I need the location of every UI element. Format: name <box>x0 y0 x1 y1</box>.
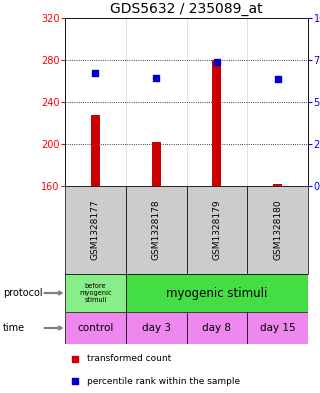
Title: GDS5632 / 235089_at: GDS5632 / 235089_at <box>110 2 263 16</box>
Bar <box>152 142 161 186</box>
Point <box>72 378 77 385</box>
Text: before
myogenic
stimuli: before myogenic stimuli <box>79 283 112 303</box>
Bar <box>65 274 126 312</box>
Text: day 8: day 8 <box>202 323 231 333</box>
Point <box>93 70 98 76</box>
Text: GSM1328179: GSM1328179 <box>212 200 221 260</box>
Text: GSM1328178: GSM1328178 <box>152 200 161 260</box>
Bar <box>65 312 126 344</box>
Bar <box>187 312 247 344</box>
Text: protocol: protocol <box>3 288 43 298</box>
Bar <box>126 186 187 274</box>
Bar <box>247 186 308 274</box>
Text: GSM1328177: GSM1328177 <box>91 200 100 260</box>
Text: transformed count: transformed count <box>87 354 171 363</box>
Text: GSM1328180: GSM1328180 <box>273 200 282 260</box>
Bar <box>91 115 100 186</box>
Text: day 15: day 15 <box>260 323 295 333</box>
Text: control: control <box>77 323 114 333</box>
Text: percentile rank within the sample: percentile rank within the sample <box>87 377 240 386</box>
Bar <box>212 60 221 186</box>
Bar <box>126 312 187 344</box>
Text: time: time <box>3 323 25 333</box>
Text: myogenic stimuli: myogenic stimuli <box>166 286 268 299</box>
Point <box>154 75 159 81</box>
Point <box>275 76 280 82</box>
Point <box>214 59 220 65</box>
Text: day 3: day 3 <box>142 323 171 333</box>
Bar <box>247 312 308 344</box>
Bar <box>273 184 282 186</box>
Bar <box>65 186 126 274</box>
Point <box>72 355 77 362</box>
Bar <box>126 274 308 312</box>
Bar <box>187 186 247 274</box>
